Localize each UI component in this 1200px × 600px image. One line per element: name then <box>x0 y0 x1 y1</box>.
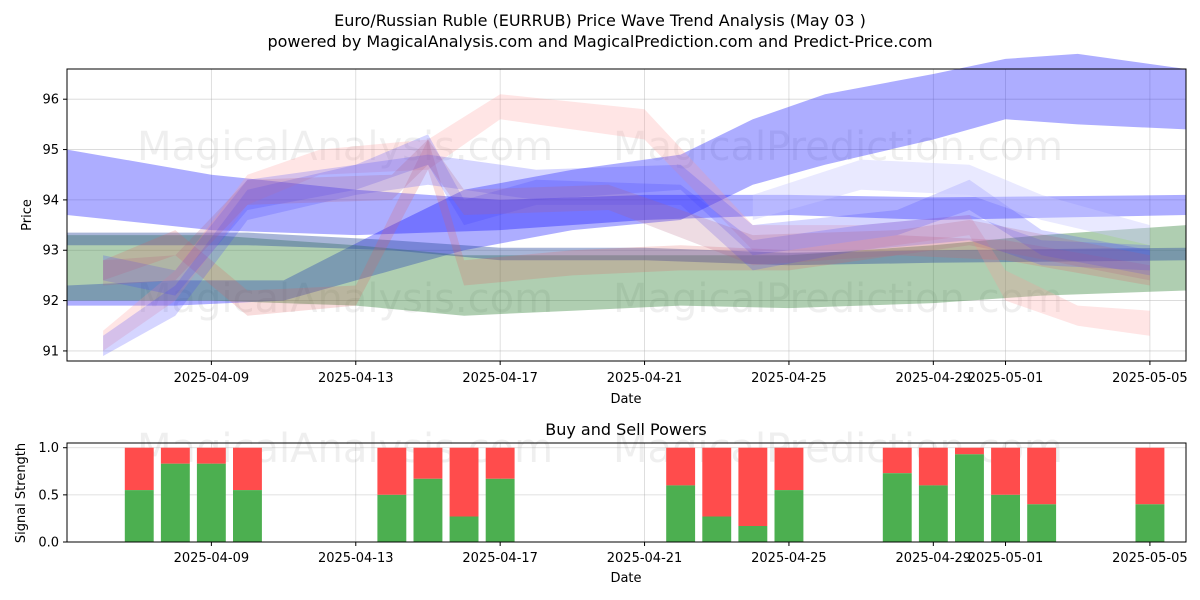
price-x-tick-label: 2025-05-01 <box>968 371 1044 386</box>
buy-power-bar <box>413 478 443 542</box>
power-x-tick-label: 2025-04-25 <box>751 551 827 566</box>
watermark-prediction-mid: MagicalPrediction.com <box>613 276 1063 322</box>
price-y-tick-label: 94 <box>42 193 59 208</box>
sell-power-bar <box>160 447 190 464</box>
power-chart: Buy and Sell Powers MagicalAnalysis.com … <box>14 420 1188 586</box>
buy-power-bar <box>196 463 226 542</box>
sell-power-bar <box>1027 447 1057 505</box>
price-wave-band-4 <box>67 232 1186 266</box>
sell-power-bar <box>1135 447 1165 505</box>
sell-power-bar <box>196 447 226 464</box>
sell-power-bar <box>882 447 912 474</box>
buy-power-bar <box>738 526 768 542</box>
price-x-tick-label: 2025-04-25 <box>751 371 827 386</box>
buy-power-bar <box>955 454 984 542</box>
price-x-tick-label: 2025-04-13 <box>318 371 394 386</box>
power-y-tick-label: 0.0 <box>38 536 59 551</box>
price-x-ticks: 2025-04-09 2025-04-13 2025-04-17 2025-04-21… <box>174 361 1188 386</box>
price-plot-area <box>67 69 1186 361</box>
buy-power-bar <box>124 490 154 542</box>
price-wave-band-5 <box>103 94 1150 351</box>
power-y-tick-label: 0.5 <box>38 488 59 503</box>
price-x-tick-label: 2025-04-21 <box>607 371 683 386</box>
buy-power-bar <box>160 463 190 542</box>
price-y-tick-label: 93 <box>42 244 59 259</box>
sell-power-bar <box>233 447 262 491</box>
buy-power-bar <box>485 478 515 542</box>
power-x-ticks: 2025-04-09 2025-04-13 2025-04-17 2025-04-21… <box>174 542 1188 566</box>
price-plot-frame <box>66 68 1187 362</box>
price-wave-band-2 <box>67 149 1186 236</box>
price-bands <box>67 53 1186 356</box>
sell-power-bar <box>918 447 948 486</box>
buy-power-bar <box>991 494 1020 542</box>
power-x-axis-label: Date <box>610 571 641 586</box>
power-bars <box>124 447 1165 542</box>
sell-power-bar <box>124 447 154 491</box>
sell-power-bar <box>702 447 732 517</box>
price-x-tick-label: 2025-05-05 <box>1112 371 1188 386</box>
figure-subtitle: powered by MagicalAnalysis.com and Magic… <box>267 32 932 51</box>
watermark-prediction-top: MagicalPrediction.com <box>613 124 1063 170</box>
buy-power-bar <box>702 516 732 542</box>
power-plot-frame <box>66 442 1187 543</box>
price-y-tick-label: 91 <box>42 344 59 359</box>
buy-power-bar <box>1135 504 1165 542</box>
buy-power-bar <box>449 516 479 542</box>
price-y-tick-label: 95 <box>42 143 59 158</box>
power-y-tick-label: 1.0 <box>38 441 59 456</box>
power-chart-title: Buy and Sell Powers <box>545 420 707 439</box>
watermark-analysis-top: MagicalAnalysis.com <box>137 124 553 170</box>
sell-power-bar <box>485 447 515 479</box>
price-x-tick-label: 2025-04-17 <box>462 371 538 386</box>
sell-power-bar <box>991 447 1020 495</box>
price-wave-band-1 <box>67 53 1186 306</box>
price-x-axis-label: Date <box>610 392 641 407</box>
power-x-tick-label: 2025-04-21 <box>607 551 683 566</box>
sell-power-bar <box>377 447 407 495</box>
price-chart: MagicalAnalysis.com MagicalPrediction.co… <box>20 53 1188 407</box>
power-x-tick-label: 2025-04-17 <box>462 551 538 566</box>
sell-power-bar <box>413 447 443 479</box>
price-y-tick-label: 92 <box>42 294 59 309</box>
price-x-tick-label: 2025-04-29 <box>896 371 972 386</box>
power-y-axis-label: Signal Strength <box>14 443 29 543</box>
power-y-ticks: 0.0 0.5 1.0 <box>38 441 67 551</box>
price-x-tick-label: 2025-04-09 <box>174 371 250 386</box>
sell-power-bar <box>955 447 984 455</box>
sell-power-bar <box>449 447 479 517</box>
buy-power-bar <box>918 485 948 542</box>
power-x-tick-label: 2025-04-29 <box>896 551 972 566</box>
sell-power-bar <box>774 447 804 491</box>
power-x-tick-label: 2025-05-01 <box>968 551 1044 566</box>
buy-power-bar <box>377 494 407 542</box>
figure-title: Euro/Russian Ruble (EURRUB) Price Wave T… <box>334 11 866 30</box>
price-y-ticks: 91 92 93 94 95 96 <box>42 93 67 359</box>
buy-power-bar <box>1027 504 1057 542</box>
sell-power-bar <box>666 447 696 486</box>
price-y-axis-label: Price <box>20 199 35 231</box>
price-grid <box>67 69 1186 361</box>
price-y-tick-label: 96 <box>42 93 59 108</box>
power-x-tick-label: 2025-05-05 <box>1112 551 1188 566</box>
power-x-tick-label: 2025-04-09 <box>174 551 250 566</box>
buy-power-bar <box>882 473 912 542</box>
price-wave-band-6 <box>103 139 1150 316</box>
buy-power-bar <box>233 490 262 542</box>
power-x-tick-label: 2025-04-13 <box>318 551 394 566</box>
price-wave-band-3 <box>67 225 1186 316</box>
watermark-analysis-mid: MagicalAnalysis.com <box>137 276 553 322</box>
buy-power-bar <box>774 490 804 542</box>
buy-power-bar <box>666 485 696 542</box>
price-wave-band-9 <box>752 159 1150 246</box>
price-wave-band-7 <box>103 134 1150 296</box>
sell-power-bar <box>738 447 768 526</box>
price-wave-band-10 <box>103 139 1150 286</box>
